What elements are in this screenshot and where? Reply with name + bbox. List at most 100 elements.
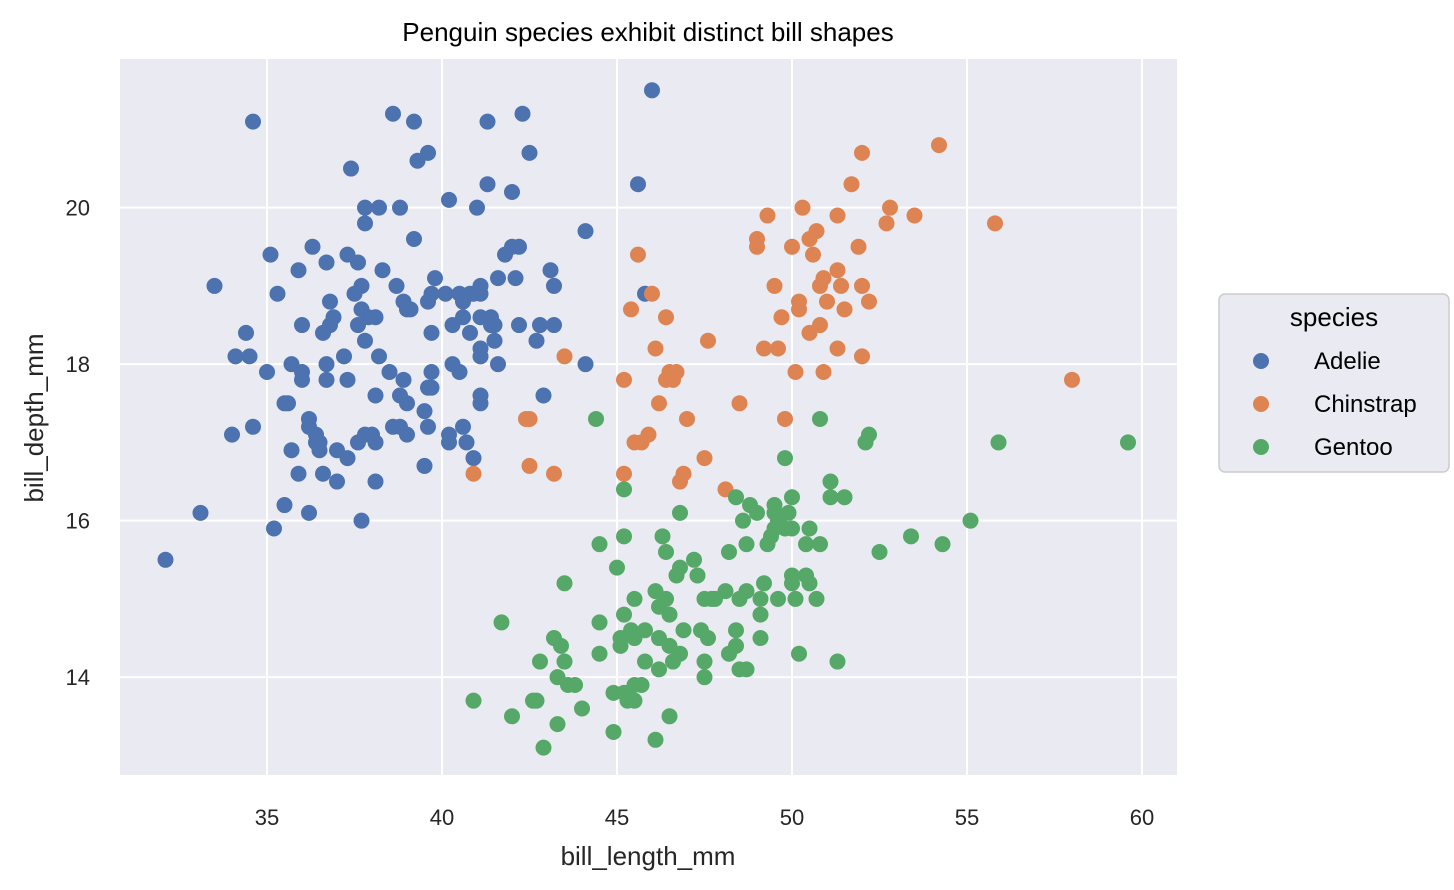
point-chinstrap (647, 340, 664, 357)
point-gentoo (616, 528, 632, 545)
point-gentoo (637, 653, 653, 670)
point-chinstrap (773, 309, 790, 326)
point-gentoo (535, 739, 552, 756)
point-adelie (318, 356, 335, 373)
point-adelie (406, 230, 422, 247)
point-gentoo (780, 504, 797, 521)
point-adelie (301, 504, 317, 521)
point-chinstrap (644, 285, 660, 302)
legend: species Adelie Chinstrap Gentoo (1218, 293, 1450, 473)
y-tick-label: 16 (66, 509, 90, 534)
point-gentoo (752, 630, 769, 647)
point-adelie (322, 293, 338, 310)
point-chinstrap (651, 395, 667, 412)
point-gentoo (770, 590, 786, 607)
point-gentoo (672, 504, 688, 521)
point-adelie (472, 277, 489, 294)
point-chinstrap (521, 457, 538, 474)
point-adelie (437, 285, 454, 302)
point-gentoo (822, 489, 839, 506)
point-chinstrap (854, 277, 870, 294)
x-tick-label: 60 (1130, 805, 1154, 830)
point-gentoo (661, 708, 678, 725)
point-gentoo (756, 575, 772, 592)
point-gentoo (798, 536, 814, 553)
point-adelie (577, 356, 594, 373)
point-chinstrap (777, 410, 793, 427)
point-gentoo (777, 450, 793, 467)
point-adelie (283, 442, 300, 459)
point-adelie (262, 246, 279, 263)
point-adelie (465, 450, 482, 467)
legend-marker-chinstrap (1253, 396, 1269, 412)
point-gentoo (532, 653, 548, 670)
point-chinstrap (815, 270, 832, 287)
point-adelie (206, 277, 223, 294)
point-chinstrap (829, 340, 846, 357)
point-chinstrap (668, 364, 685, 381)
point-gentoo (728, 489, 744, 506)
point-adelie (381, 364, 398, 381)
point-chinstrap (546, 465, 562, 482)
point-adelie (385, 105, 401, 122)
point-adelie (280, 395, 296, 412)
point-gentoo (605, 723, 622, 740)
point-adelie (455, 309, 471, 326)
point-adelie (420, 418, 436, 435)
point-chinstrap (794, 199, 811, 216)
point-gentoo (903, 528, 919, 545)
point-adelie (294, 371, 310, 388)
point-adelie (367, 434, 384, 451)
point-adelie (416, 403, 433, 420)
point-chinstrap (833, 277, 849, 294)
point-adelie (325, 309, 342, 326)
point-adelie (423, 285, 440, 302)
point-adelie (304, 238, 321, 255)
x-tick-label: 50 (780, 805, 804, 830)
point-gentoo (784, 520, 800, 537)
data-points (157, 82, 1136, 756)
point-adelie (490, 356, 506, 373)
point-adelie (455, 418, 471, 435)
point-gentoo (465, 692, 482, 709)
point-adelie (490, 270, 506, 287)
point-adelie (311, 434, 328, 451)
point-gentoo (686, 551, 702, 568)
point-chinstrap (766, 277, 783, 294)
point-adelie (266, 520, 282, 537)
point-adelie (241, 348, 258, 365)
point-chinstrap (679, 410, 695, 427)
point-gentoo (721, 543, 737, 560)
point-gentoo (728, 637, 744, 654)
point-gentoo (934, 536, 951, 553)
point-adelie (259, 364, 275, 381)
point-adelie (462, 324, 478, 341)
x-tick-label: 35 (255, 805, 279, 830)
point-adelie (357, 215, 373, 232)
point-gentoo (675, 622, 692, 639)
point-adelie (511, 317, 527, 334)
point-adelie (269, 285, 286, 302)
point-adelie (507, 270, 524, 287)
point-chinstrap (784, 238, 800, 255)
point-chinstrap (836, 301, 853, 318)
point-gentoo (658, 590, 674, 607)
point-adelie (353, 277, 370, 294)
point-adelie (399, 426, 415, 443)
point-chinstrap (878, 215, 895, 232)
point-chinstrap (819, 293, 835, 310)
point-adelie (528, 332, 545, 349)
point-chinstrap (931, 137, 947, 154)
point-gentoo (672, 559, 688, 576)
point-adelie (479, 113, 496, 130)
point-gentoo (738, 661, 755, 678)
x-axis-label: bill_length_mm (561, 841, 736, 871)
point-adelie (318, 371, 335, 388)
point-gentoo (700, 630, 716, 647)
point-adelie (451, 364, 468, 381)
point-adelie (472, 348, 489, 365)
point-gentoo (651, 661, 667, 678)
legend-marker-adelie (1253, 353, 1269, 369)
point-adelie (504, 184, 520, 201)
point-adelie (630, 176, 646, 193)
